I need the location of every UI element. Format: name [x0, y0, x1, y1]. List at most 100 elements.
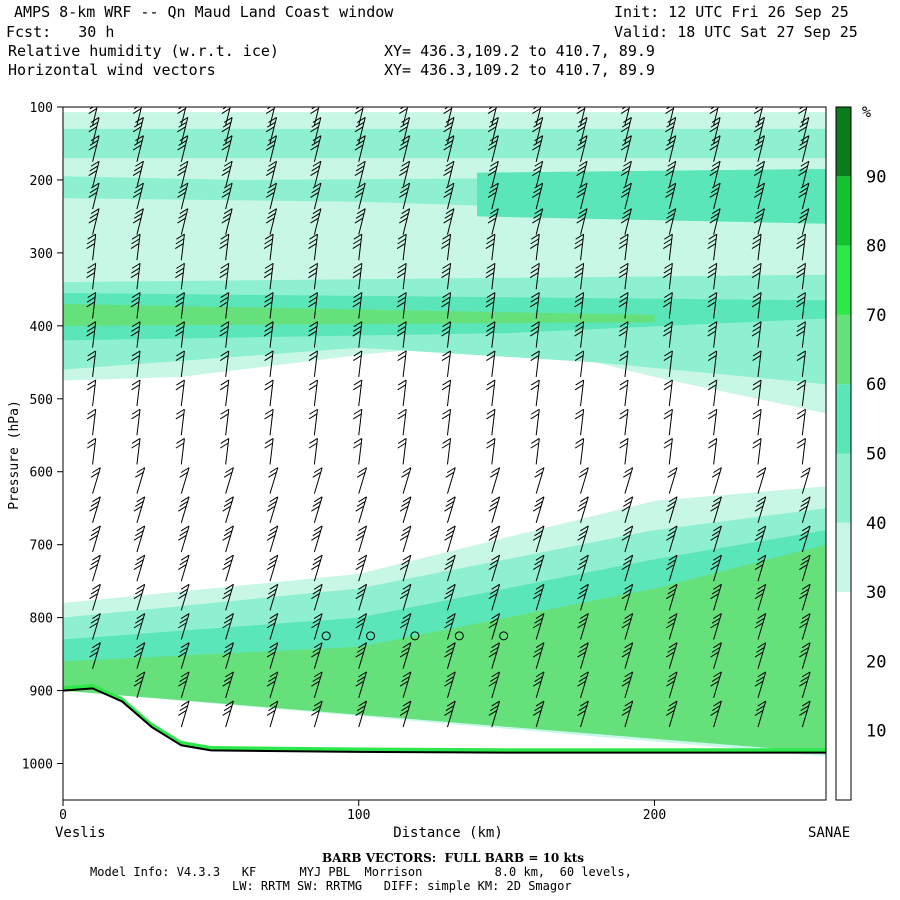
wind-barb [310, 160, 322, 188]
wind-barb [355, 700, 368, 728]
wind-barb [710, 700, 722, 728]
wind-barb [799, 613, 811, 640]
colorbar-frame [835, 106, 852, 801]
wind-barb [354, 160, 366, 188]
wind-barb [221, 135, 233, 162]
wind-barb [401, 467, 412, 494]
wind-barb [578, 467, 589, 494]
wind-barb [132, 208, 144, 235]
wind-barb [487, 182, 499, 210]
colorbar-segment [836, 107, 851, 177]
wind-barb [398, 160, 411, 188]
wind-barb [219, 262, 230, 290]
wind-barb [577, 613, 589, 640]
wind-barb [751, 233, 762, 261]
wind-barb [754, 496, 767, 523]
wind-barb [175, 233, 185, 261]
wind-barb [532, 208, 544, 235]
wind-barb [133, 554, 146, 582]
x-tick-label: 100 [347, 808, 370, 823]
wind-barb [310, 208, 322, 235]
init-time: Init: 12 UTC Fri 26 Sep 25 [614, 3, 849, 21]
wind-barb [223, 467, 234, 494]
wind-barb [443, 160, 455, 188]
wind-barb [710, 583, 722, 611]
wind-barb [488, 583, 501, 611]
wind-barb [397, 438, 407, 465]
wind-barb [219, 379, 230, 407]
wind-barb [621, 554, 634, 582]
y-tick-label: 300 [30, 247, 53, 262]
wind-barb [665, 208, 677, 235]
wind-barb [308, 438, 318, 465]
field-label-wind: Horizontal wind vectors [8, 61, 216, 79]
colorbar-label: 90 [866, 167, 886, 187]
wind-barb [175, 321, 185, 348]
y-tick-label: 600 [30, 466, 53, 481]
wind-barb [621, 583, 634, 611]
forecast-hour: Fcst: 30 h [6, 23, 115, 41]
wind-barb [86, 379, 97, 407]
wind-barb [707, 262, 718, 290]
wind-barb [263, 262, 274, 290]
wind-barb [86, 321, 97, 348]
wind-barb [355, 525, 368, 553]
wind-barb [222, 613, 234, 640]
wind-barb [753, 182, 765, 210]
wind-barb [754, 583, 767, 611]
y-tick-label: 500 [30, 393, 53, 408]
wind-barb [799, 525, 811, 553]
wind-barb [796, 233, 806, 261]
wind-barb [266, 671, 279, 699]
colorbar-label: 50 [866, 445, 886, 465]
wind-barb [485, 292, 496, 319]
wind-barb [576, 208, 588, 235]
wind-barb [665, 583, 678, 611]
wind-barb [709, 135, 721, 162]
wind-barb [489, 467, 501, 494]
wind-barb [88, 160, 100, 188]
wind-barb [352, 321, 363, 348]
wind-barb [485, 321, 496, 348]
wind-barb [751, 262, 762, 290]
wind-barb [131, 350, 141, 377]
wind-barb [178, 642, 190, 669]
wind-barb [133, 583, 146, 611]
wind-barb [485, 262, 496, 290]
wind-barb [707, 408, 718, 436]
wind-barb [574, 262, 585, 290]
wind-barb [752, 350, 762, 377]
wind-barb [486, 379, 496, 407]
wind-barb [574, 408, 585, 436]
wind-barb [800, 467, 811, 494]
y-tick-label: 900 [30, 685, 53, 700]
wind-barb [88, 182, 100, 210]
wind-barb [263, 321, 274, 348]
wind-barb [441, 292, 452, 319]
wind-barb [175, 262, 185, 290]
calm-wind-marker [454, 631, 464, 641]
wind-barb [577, 583, 589, 611]
rh-band-40 [63, 128, 826, 159]
wind-barb [266, 613, 279, 640]
wind-barb [132, 160, 144, 188]
barb-legend: BARB VECTORS: FULL BARB = 10 kts [322, 851, 585, 865]
wind-barb [532, 182, 544, 210]
wind-barb [488, 613, 501, 640]
wind-barb [576, 182, 588, 210]
wind-barb [264, 379, 274, 407]
wind-barb [621, 525, 634, 553]
wind-barb [399, 642, 412, 669]
wind-barb [532, 496, 545, 523]
wind-barb [90, 467, 101, 494]
wind-barb [308, 292, 318, 319]
wind-barb [311, 642, 323, 669]
wind-barb [398, 208, 411, 235]
wind-barb [621, 496, 634, 523]
wind-barb [89, 613, 101, 640]
wind-barb [398, 117, 411, 144]
wind-barb [486, 350, 496, 377]
wind-barb [221, 208, 233, 235]
wind-barb [663, 408, 673, 436]
wind-barb [86, 408, 97, 436]
